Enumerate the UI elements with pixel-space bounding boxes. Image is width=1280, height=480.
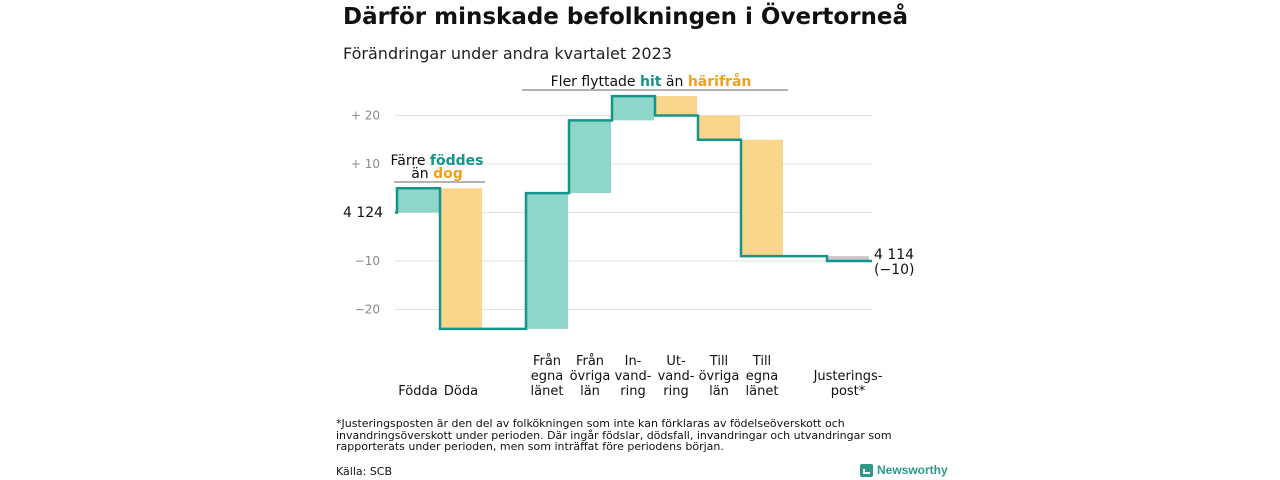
waterfall-bar bbox=[397, 188, 439, 213]
page-title: Därför minskade befolkningen i Övertorne… bbox=[343, 4, 909, 30]
category-label: In- bbox=[625, 354, 642, 369]
y-tick-label: + 10 bbox=[351, 157, 380, 171]
category-label: post* bbox=[831, 384, 866, 399]
category-label: Födda bbox=[398, 384, 437, 399]
page-subtitle: Förändringar under andra kvartalet 2023 bbox=[343, 44, 672, 63]
births-annotation-text: Färre bbox=[391, 153, 430, 169]
category-label: län bbox=[580, 384, 600, 399]
births-annotation-highlight: föddes bbox=[430, 153, 484, 169]
waterfall-bar bbox=[526, 193, 568, 329]
svg-text:än dog: än dog bbox=[411, 166, 463, 182]
waterfall-bar bbox=[612, 96, 654, 121]
migration-annotation-out: härifrån bbox=[688, 73, 752, 90]
y-tick-label: −10 bbox=[355, 254, 380, 268]
waterfall-bar bbox=[698, 115, 740, 140]
brand-logo: Newsworthy bbox=[860, 463, 948, 477]
category-label: egna bbox=[746, 369, 778, 384]
category-label: ring bbox=[620, 384, 645, 399]
y-tick-label: −20 bbox=[355, 303, 380, 317]
source-label: Källa: SCB bbox=[336, 465, 393, 478]
category-label: länet bbox=[531, 384, 564, 399]
category-label: Till bbox=[709, 354, 728, 369]
deaths-annotation-text: än bbox=[411, 166, 433, 182]
category-label: Justerings- bbox=[813, 369, 883, 384]
category-label: Från bbox=[533, 354, 561, 369]
brand-name: Newsworthy bbox=[877, 463, 948, 477]
newsworthy-icon bbox=[860, 463, 873, 477]
category-label: vand- bbox=[615, 369, 652, 384]
category-label: Från bbox=[576, 354, 604, 369]
category-label: Ut- bbox=[666, 354, 686, 369]
category-label: egna bbox=[531, 369, 563, 384]
bars bbox=[397, 96, 869, 329]
svg-text:Färre föddes: Färre föddes bbox=[391, 153, 484, 169]
category-label: Döda bbox=[444, 384, 478, 399]
svg-text:Fler flyttade hit än härifrån: Fler flyttade hit än härifrån bbox=[551, 73, 752, 90]
y-tick-label: + 20 bbox=[351, 109, 380, 123]
category-label: länet bbox=[746, 384, 779, 399]
category-label: övriga bbox=[570, 369, 611, 384]
step-line bbox=[395, 94, 872, 331]
waterfall-bar bbox=[440, 188, 482, 329]
step-line-path bbox=[395, 94, 872, 331]
migration-annotation-in: hit bbox=[640, 74, 662, 90]
waterfall-bar bbox=[827, 256, 869, 261]
births-annotation: Färre föddes än dog bbox=[391, 153, 485, 183]
waterfall-bar bbox=[741, 139, 783, 257]
end-change-label: (−10) bbox=[874, 262, 914, 278]
category-label: län bbox=[709, 384, 729, 399]
migration-annotation: Fler flyttade hit än härifrån bbox=[522, 73, 788, 91]
category-label: vand- bbox=[658, 369, 695, 384]
migration-annotation-text: Fler flyttade bbox=[551, 74, 640, 90]
category-label: Till bbox=[752, 354, 771, 369]
waterfall-bar bbox=[569, 120, 611, 194]
deaths-annotation-highlight: dog bbox=[433, 166, 463, 182]
category-label: övriga bbox=[699, 369, 740, 384]
category-labels: Födda DödaFrånegnalänetFrånövrigalänIn-va… bbox=[398, 354, 882, 399]
waterfall-bar bbox=[655, 96, 697, 116]
migration-annotation-mid: än bbox=[661, 74, 687, 90]
footnote: *Justeringsposten är den del av folkökni… bbox=[336, 417, 892, 453]
start-value-label: 4 124 bbox=[343, 205, 383, 221]
end-value-label: 4 114 bbox=[874, 247, 914, 263]
category-label: ring bbox=[663, 384, 688, 399]
